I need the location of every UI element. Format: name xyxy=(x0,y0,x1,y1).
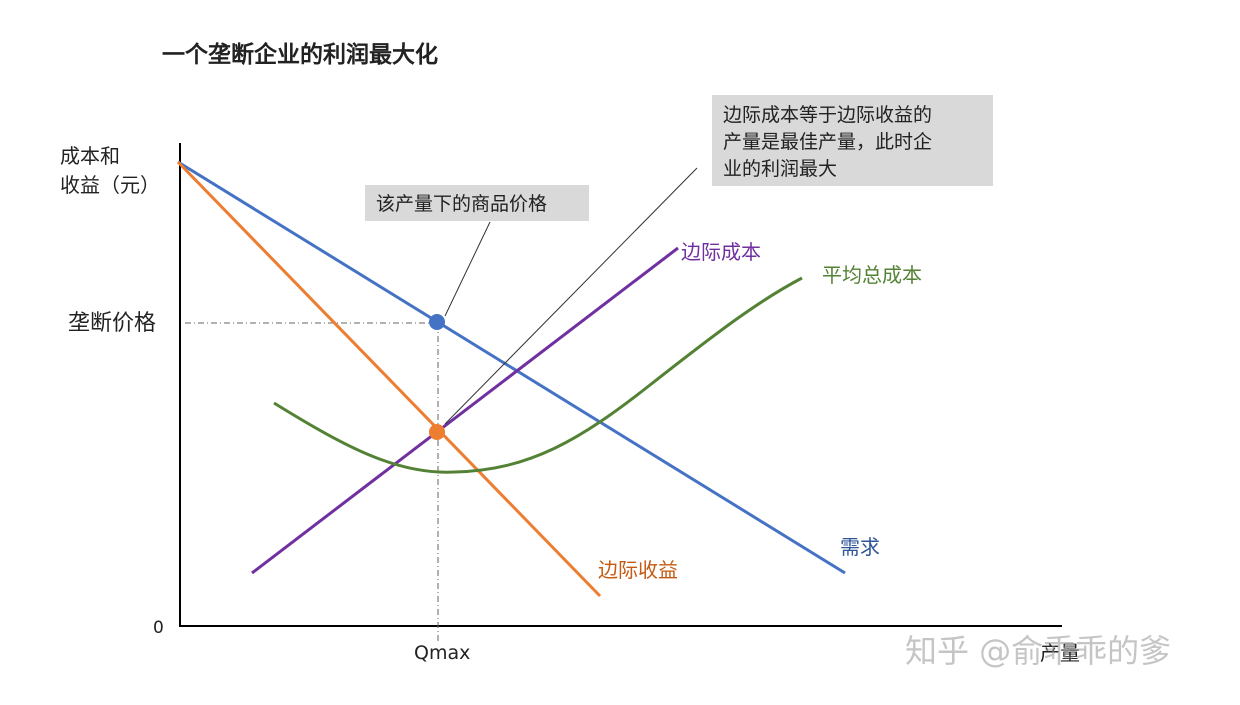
average-total-cost-curve xyxy=(273,276,803,474)
price-point xyxy=(429,314,445,330)
title: 一个垄断企业的利润最大化 xyxy=(162,41,438,68)
price-label: 垄断价格 xyxy=(68,311,156,336)
callout-text: 业的利润最大 xyxy=(723,158,837,180)
callout-text: 边际成本等于边际收益的 xyxy=(723,104,932,126)
curve-label: 需求 xyxy=(840,535,880,559)
callout-box xyxy=(365,185,589,221)
demand-curve xyxy=(177,160,846,575)
y-axis-label: 收益（元） xyxy=(60,173,160,197)
curve-label: 边际成本 xyxy=(681,240,761,264)
callout-pointer xyxy=(444,167,698,425)
callout-text: 该产量下的商品价格 xyxy=(376,193,547,215)
x-axis-label: 产量 xyxy=(1040,641,1080,665)
quantity-label: Qmax xyxy=(414,642,470,664)
marginal-cost-curve xyxy=(251,246,679,575)
callout-box xyxy=(712,95,993,186)
callout-text: 产量是最佳产量，此时企 xyxy=(723,131,932,153)
origin-label: 0 xyxy=(153,618,164,638)
optimum-point xyxy=(429,424,445,440)
marginal-revenue-curve xyxy=(176,160,602,598)
curve-label: 边际收益 xyxy=(598,558,678,582)
curve-label: 平均总成本 xyxy=(822,263,922,287)
y-axis-label: 成本和 xyxy=(60,144,120,168)
callout-pointer xyxy=(444,221,491,317)
watermark: 知乎 @俞乖乖的爹 xyxy=(905,632,1171,670)
